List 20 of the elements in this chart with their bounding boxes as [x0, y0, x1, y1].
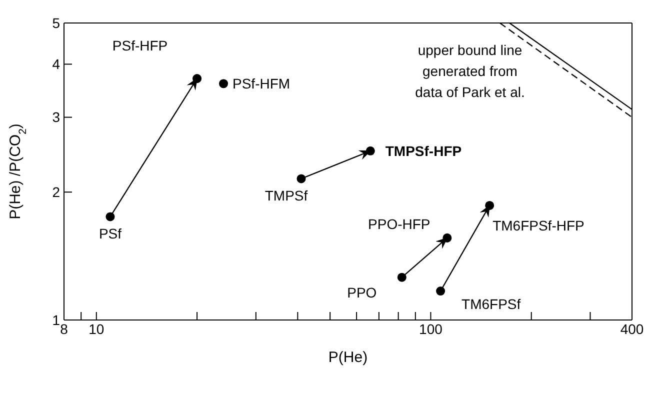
annotation: upper bound line generated from data of Park et al.	[415, 42, 525, 100]
series-label: PSf-HFM	[232, 76, 290, 92]
x-tick-label: 100	[419, 320, 443, 337]
series-label: TMPSf-HFP	[385, 142, 462, 159]
y-tick-label: 2	[52, 184, 60, 200]
series-label: PPO-HFP	[368, 216, 430, 232]
series-label: TM6FPSf-HFP	[492, 217, 584, 234]
y-tick-label: 3	[52, 109, 60, 126]
x-tick-label: 8	[60, 320, 68, 337]
text: PSf-HFP	[112, 38, 168, 54]
y-tick-label: 1	[52, 312, 60, 328]
x-tick-label: 10	[88, 320, 104, 337]
y-tick-label: 5	[52, 14, 60, 31]
series-label: PSf	[98, 226, 122, 242]
series-label: TM6FPSf	[462, 296, 521, 312]
x-tick-label: 400	[620, 320, 644, 337]
series-label: TMPSf	[264, 188, 308, 204]
x-axis-title: P(He)	[328, 349, 368, 366]
y-tick-label: 4	[52, 56, 60, 72]
series-label: PPO	[347, 284, 377, 300]
